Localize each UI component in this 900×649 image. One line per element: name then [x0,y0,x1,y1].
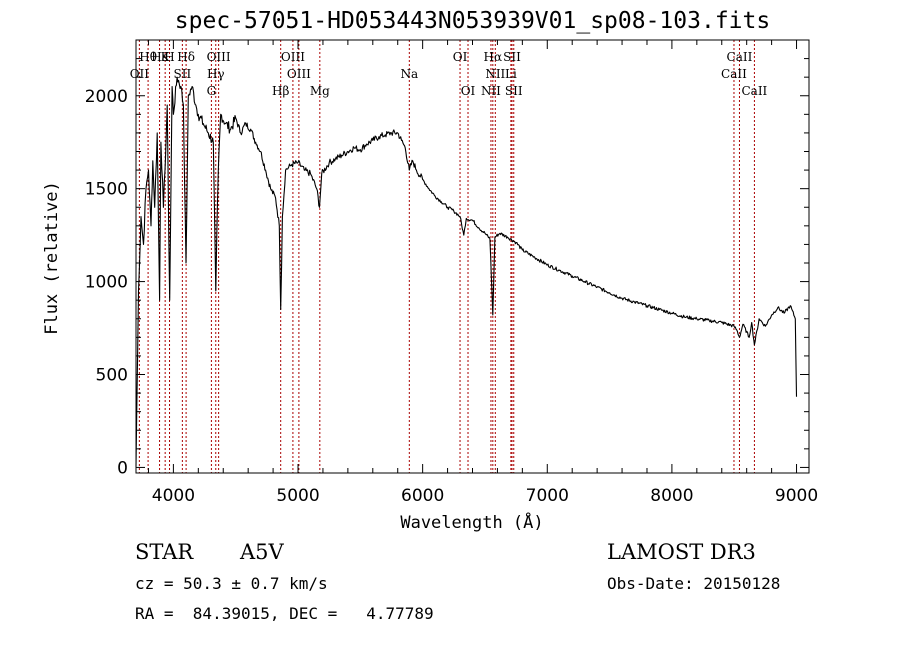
y-tick-label-2: 1000 [85,273,128,293]
line-label-13: Mg [310,84,330,98]
line-label-2: K [161,50,171,64]
observation-date: Obs-Date: 20150128 [607,574,781,593]
y-tick-label-1: 500 [96,366,128,386]
line-label-19: NII [485,67,505,81]
x-axis-label: Wavelength (Å) [400,511,543,533]
chart-title: spec-57051-HD053443N053939V01_sp08-103.f… [174,8,771,34]
line-label-25: CaII [741,84,767,98]
line-label-11: OIII [287,67,311,81]
spectral-line-markers [138,40,755,473]
line-label-6: SII [174,67,192,81]
spectrum-series [135,76,798,467]
line-label-14: Na [400,67,418,81]
line-label-24: CaII [721,67,747,81]
spectrum-line-0 [135,76,798,467]
object-class: STAR [135,540,194,564]
line-label-3: H [164,50,174,64]
x-tick-label-1: 5000 [276,486,319,506]
plot-frame [135,39,810,474]
line-label-5: OII [130,67,150,81]
line-label-23: CaII [727,50,753,64]
x-tick-label-2: 6000 [401,486,444,506]
x-axis: 4000 5000 6000 7000 8000 9000 [147,40,818,506]
object-subclass: A5V [240,540,284,564]
line-label-1: Hε [151,50,168,64]
x-tick-label-4: 8000 [650,486,693,506]
y-axis: 0 500 1000 1500 2000 [85,58,809,478]
line-label-7: OIII [207,50,231,64]
y-tick-label-0: 0 [117,458,128,478]
line-label-17: Hα [484,50,503,64]
line-label-21: NII [481,84,501,98]
line-label-10: OIII [281,50,305,64]
x-tick-label-5: 9000 [775,486,818,506]
line-label-22: SII [505,84,523,98]
x-tick-label-3: 7000 [526,486,569,506]
y-tick-label-3: 1500 [85,180,128,200]
redshift-velocity: cz = 50.3 ± 0.7 km/s [135,574,328,593]
spectrum-chart: 4000 5000 6000 7000 8000 9000 0 500 1000 1500 200… [42,39,818,533]
survey-name: LAMOST DR3 [607,540,756,564]
y-axis-label: Flux (relative) [42,181,62,335]
x-tick-label-0: 4000 [152,486,195,506]
y-tick-label-4: 2000 [85,87,128,107]
line-label-4: Hδ [177,50,195,64]
line-label-9: G [207,84,217,98]
line-label-15: OI [453,50,468,64]
coordinates: RA = 84.39015, DEC = 4.77789 [135,604,434,623]
line-label-20: Li [505,67,517,81]
line-label-18: SII [503,50,521,64]
line-label-16: OI [461,84,476,98]
line-label-0: Hθ [139,50,157,64]
line-label-8: Hγ [207,67,225,81]
line-label-12: Hβ [272,84,289,98]
